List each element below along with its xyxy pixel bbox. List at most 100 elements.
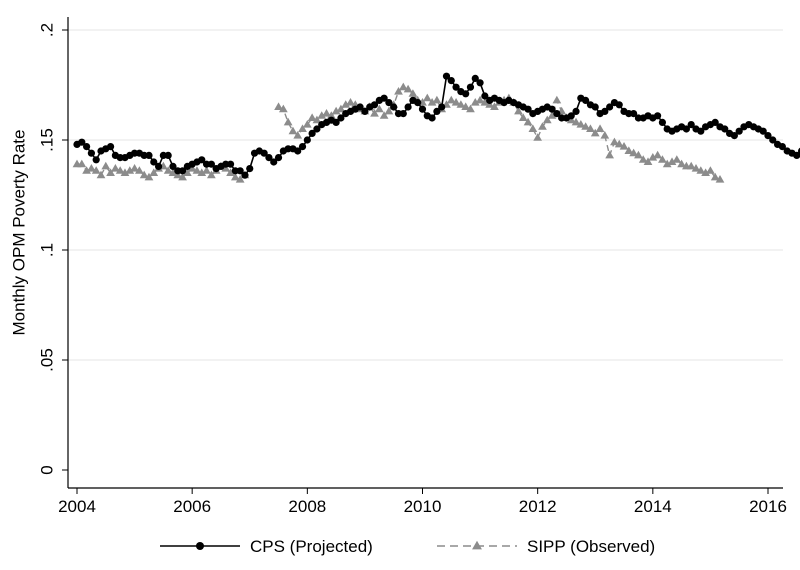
data-point (106, 168, 115, 176)
data-point (634, 150, 643, 159)
data-point (581, 122, 591, 130)
data-point (638, 155, 648, 163)
data-point (139, 170, 149, 179)
data-point (715, 175, 725, 183)
data-point (466, 83, 475, 91)
y-tick-label: .15 (37, 128, 56, 152)
data-point (601, 107, 609, 115)
data-point (380, 94, 388, 102)
data-point (797, 147, 800, 155)
data-point (317, 111, 327, 119)
y-tick-label: .1 (37, 243, 56, 257)
data-point (422, 93, 432, 102)
data-point (270, 158, 278, 166)
data-point (265, 154, 273, 162)
data-point (326, 111, 336, 119)
data-point (553, 110, 561, 118)
data-point (456, 100, 466, 108)
data-point (390, 103, 398, 111)
data-point (370, 109, 379, 117)
data-point (610, 137, 619, 146)
data-point (667, 157, 677, 165)
data-point (87, 149, 95, 157)
y-axis-title: Monthly OPM Poverty Rate (9, 130, 28, 336)
data-point (475, 95, 485, 104)
legend-marker (472, 540, 482, 550)
data-point (696, 166, 706, 174)
data-point (294, 147, 302, 155)
data-point (432, 95, 442, 104)
data-point (576, 120, 586, 128)
series-cps (73, 72, 800, 179)
data-point (230, 172, 240, 181)
data-point (793, 151, 800, 159)
data-point (169, 162, 177, 170)
data-point (648, 153, 658, 161)
data-point (91, 166, 101, 174)
data-point (701, 168, 710, 176)
data-point (600, 131, 610, 139)
data-point (241, 171, 249, 179)
data-point (399, 110, 407, 118)
data-point (606, 103, 614, 111)
data-point (82, 143, 91, 151)
data-point (682, 125, 690, 133)
data-point (630, 110, 638, 118)
data-point (552, 95, 562, 104)
data-point (418, 105, 427, 113)
data-point (710, 172, 720, 181)
data-point (298, 143, 307, 151)
x-tick-label: 2014 (634, 497, 672, 516)
data-point (336, 104, 346, 113)
data-point (605, 150, 615, 159)
data-point (686, 161, 696, 170)
data-point (312, 115, 322, 124)
data-point (115, 166, 125, 174)
data-point (451, 98, 461, 106)
data-point (677, 159, 686, 168)
data-point (374, 104, 384, 113)
data-point (370, 101, 379, 109)
data-point (404, 103, 412, 111)
x-tick-label: 2008 (288, 497, 326, 516)
data-point (149, 168, 159, 176)
data-point (322, 109, 331, 117)
data-point (490, 102, 499, 110)
data-point (452, 83, 460, 91)
data-point (662, 159, 672, 168)
data-point (260, 149, 268, 157)
data-point (528, 124, 538, 132)
data-point (523, 117, 533, 126)
data-point (586, 124, 595, 132)
data-point (547, 111, 557, 119)
data-point (480, 98, 490, 106)
data-point (78, 138, 86, 146)
data-point (481, 92, 489, 100)
data-point (385, 99, 393, 107)
data-point (235, 175, 245, 183)
x-tick-label: 2016 (749, 497, 787, 516)
data-point (428, 114, 436, 122)
data-point (96, 170, 106, 179)
x-tick-label: 2010 (404, 497, 442, 516)
data-point (226, 168, 235, 176)
data-point (433, 107, 441, 115)
data-point (313, 125, 321, 133)
legend-marker (196, 542, 204, 550)
data-point (144, 172, 154, 181)
data-point (308, 129, 316, 137)
data-point (111, 164, 120, 172)
data-point (759, 127, 767, 135)
data-point (615, 101, 623, 109)
data-point (658, 118, 667, 126)
data-point (514, 106, 523, 115)
data-point (278, 104, 288, 113)
data-point (687, 121, 695, 129)
data-point (207, 160, 215, 168)
data-point (591, 103, 599, 111)
data-point (356, 103, 364, 111)
data-point (274, 154, 283, 162)
data-point (331, 106, 341, 115)
data-point (706, 166, 715, 174)
